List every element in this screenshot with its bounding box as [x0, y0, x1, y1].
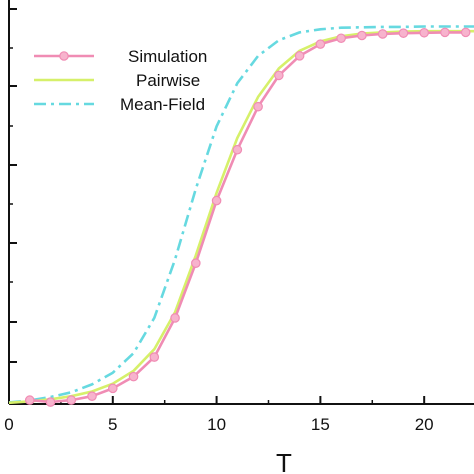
simulation-point	[87, 391, 97, 401]
simulation-point	[294, 51, 305, 61]
simulation-point	[149, 352, 160, 362]
simulation-point	[253, 101, 263, 112]
simulation-point	[128, 371, 139, 382]
plot-frame	[8, 0, 474, 405]
simulation-point	[336, 33, 346, 44]
legend-label-mean-field: Mean-Field	[120, 95, 205, 114]
simulation-point	[45, 397, 56, 407]
x-tick-label: 10	[207, 415, 226, 434]
legend-label-simulation: Simulation	[128, 47, 207, 66]
x-tick-label: 20	[415, 415, 434, 434]
simulation-point	[211, 195, 222, 206]
x-axis-ticks: 0 5 10 15 20	[4, 396, 434, 434]
legend: Simulation Pairwise Mean-Field	[34, 47, 207, 114]
x-tick-label: 5	[108, 415, 117, 434]
simulation-point	[107, 383, 118, 394]
simulation-point	[398, 28, 409, 38]
simulation-point	[315, 39, 326, 49]
simulation-point	[357, 30, 367, 41]
simulation-point	[377, 29, 388, 39]
simulation-point	[274, 70, 284, 81]
simulation-point	[191, 258, 201, 268]
x-axis-title: T	[276, 448, 292, 474]
simulation-point	[170, 313, 180, 323]
simulation-point	[440, 27, 450, 38]
simulation-point	[460, 27, 471, 38]
series-layer	[8, 25, 474, 407]
legend-label-pairwise: Pairwise	[136, 71, 200, 90]
mean-field-line	[8, 25, 474, 404]
simulation-point	[232, 144, 243, 155]
pairwise-line	[8, 29, 474, 405]
simulation-point	[24, 395, 35, 405]
simulation-point	[66, 395, 77, 405]
legend-marker-simulation	[59, 51, 69, 61]
x-tick-label: 15	[311, 415, 330, 434]
simulation-point	[419, 27, 429, 38]
simulation-line	[29, 31, 466, 404]
x-tick-label: 0	[4, 415, 13, 434]
y-axis-ticks	[9, 8, 17, 363]
